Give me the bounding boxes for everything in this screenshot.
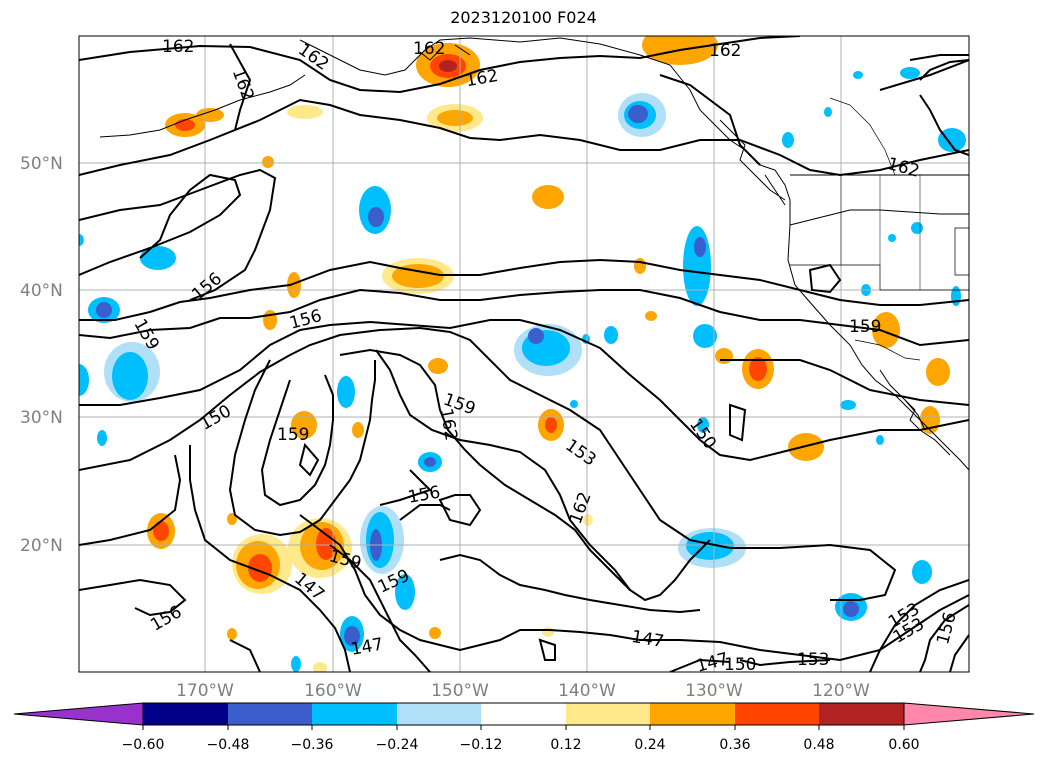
colorbar-tick-label: −0.24 <box>376 737 419 753</box>
lat-label-30n: 30°N <box>20 408 63 428</box>
colorbar-tick-label: 0.24 <box>634 737 665 753</box>
colorbar-segment <box>650 703 735 725</box>
contour-label: 153 <box>797 650 829 670</box>
colorbar-tick-label: 0.12 <box>550 737 581 753</box>
contour-label: 159 <box>849 317 881 337</box>
lat-label-50n: 50°N <box>20 154 63 174</box>
colorbar-extend-low <box>13 702 144 726</box>
colorbar-segment <box>566 703 650 725</box>
lat-label-20n: 20°N <box>20 536 63 556</box>
positive-anomaly-areas <box>147 36 950 672</box>
lon-label-170w: 170°W <box>176 681 234 701</box>
anomaly-shading <box>79 36 966 672</box>
contour-label: 162 <box>709 41 741 61</box>
height-contours <box>79 36 969 672</box>
contour-label: 162 <box>413 39 445 59</box>
contour-label: 159 <box>277 425 309 445</box>
colorbar-tick-label: −0.48 <box>207 737 250 753</box>
contour-label: 162 <box>162 37 194 57</box>
lat-label-40n: 40°N <box>20 281 63 301</box>
colorbar-extend-high <box>903 702 1035 726</box>
colorbar-segment <box>397 703 481 725</box>
graticule <box>79 36 969 672</box>
latitude-labels: 50°N 40°N 30°N 20°N <box>20 154 63 556</box>
lon-label-160w: 160°W <box>304 681 362 701</box>
map-title: 2023120100 F024 <box>450 8 597 27</box>
colorbar-segment <box>312 703 397 725</box>
colorbar-tick-label: −0.12 <box>460 737 503 753</box>
colorbar-segment <box>481 703 566 725</box>
lon-label-120w: 120°W <box>812 681 870 701</box>
colorbar-tick-label: 0.36 <box>719 737 750 753</box>
colorbar-segment <box>228 703 312 725</box>
colorbar-tick-label: −0.60 <box>122 737 165 753</box>
colorbar-segment <box>735 703 819 725</box>
colorbar-segment <box>143 703 228 725</box>
colorbar-segment <box>819 703 904 725</box>
map-panel <box>78 35 970 673</box>
contour-label: 150 <box>724 655 756 675</box>
lon-label-130w: 130°W <box>685 681 743 701</box>
longitude-labels: 170°W 160°W 150°W 140°W 130°W 120°W <box>176 681 870 701</box>
lon-label-140w: 140°W <box>558 681 616 701</box>
colorbar: −0.60 −0.48 −0.36 −0.24 −0.12 0.12 0.24 … <box>13 702 1035 753</box>
negative-anomaly-areas <box>79 67 966 672</box>
colorbar-tick-label: 0.48 <box>803 737 834 753</box>
colorbar-tick-label: 0.60 <box>888 737 919 753</box>
colorbar-tick-label: −0.36 <box>291 737 334 753</box>
lon-label-150w: 150°W <box>431 681 489 701</box>
